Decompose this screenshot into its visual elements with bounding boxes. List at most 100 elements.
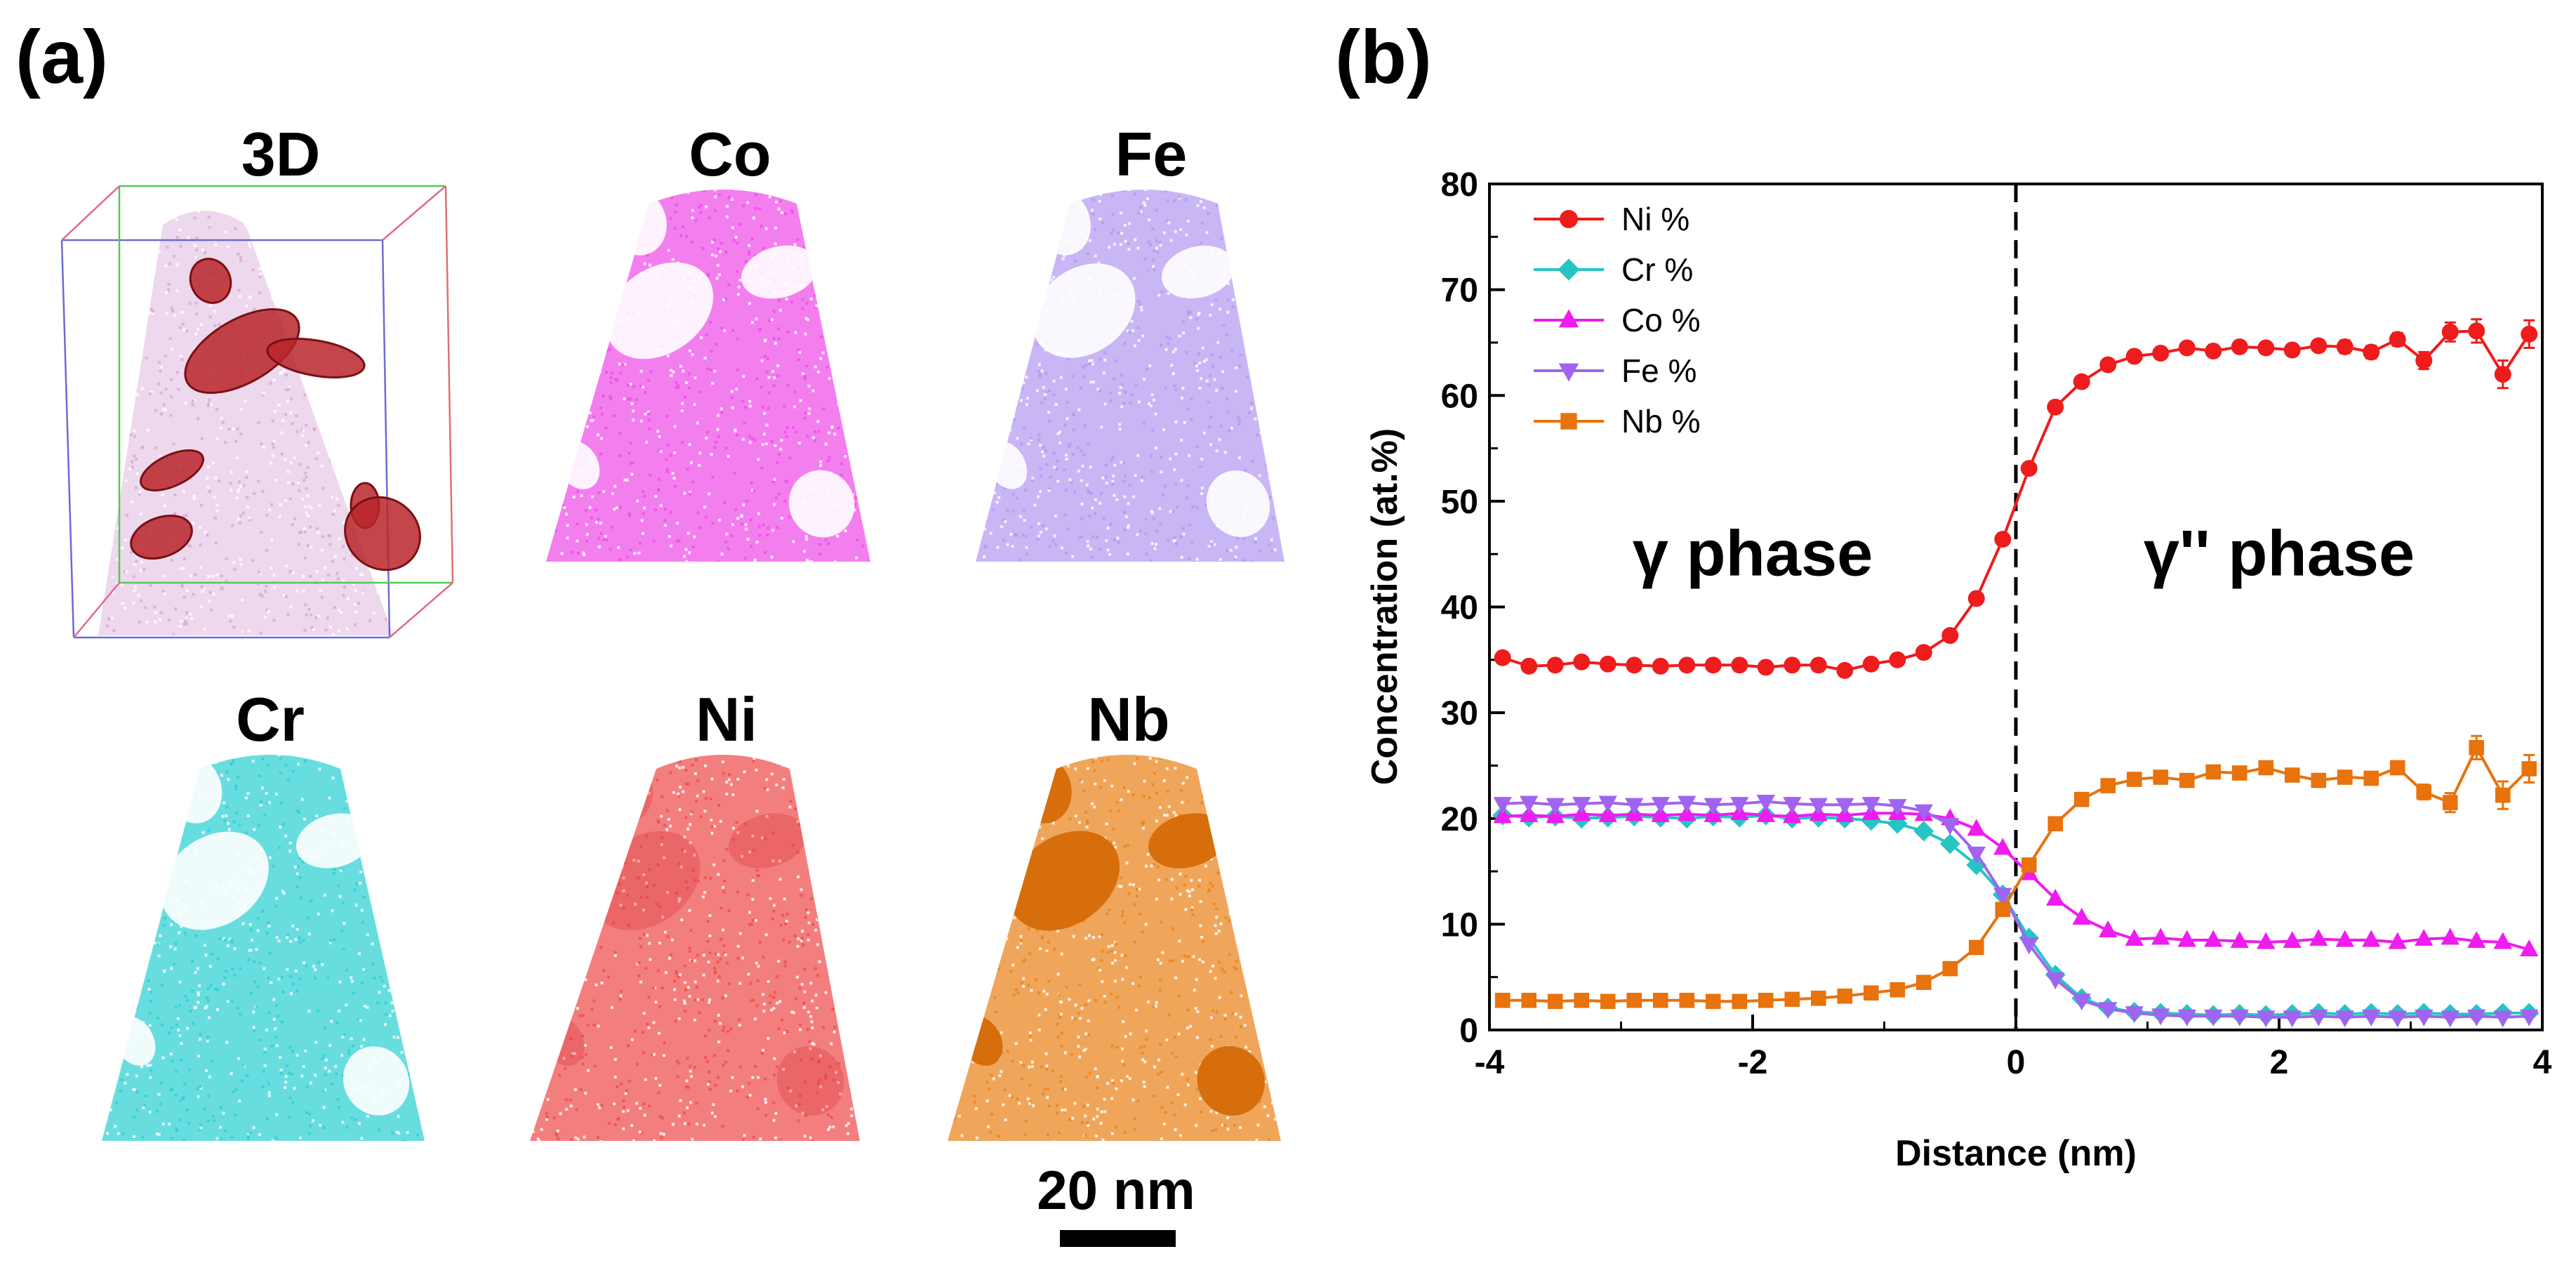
data-point <box>2468 322 2485 340</box>
data-point <box>1572 797 1591 814</box>
data-point <box>2416 784 2432 800</box>
data-point <box>2283 1010 2302 1028</box>
data-point <box>1574 993 1590 1008</box>
legend-marker <box>1558 258 1580 281</box>
element-map-nb <box>948 755 1281 1141</box>
isosurface <box>189 258 232 304</box>
data-point <box>1732 993 1748 1010</box>
data-point <box>2204 930 2223 947</box>
data-point <box>2125 348 2143 365</box>
series-ni <box>1494 318 2538 679</box>
isosurface <box>130 515 193 560</box>
data-point <box>1888 799 1907 817</box>
data-point <box>2072 993 2091 1011</box>
scale-bar-line <box>1060 1230 1176 1247</box>
apt-tip-3d <box>98 211 393 635</box>
data-point <box>1890 982 1906 998</box>
x-tick-label: 4 <box>2533 1044 2552 1081</box>
legend-label: Co % <box>1621 302 1700 338</box>
map-title-cr: Cr <box>236 685 305 754</box>
data-point <box>1598 805 1617 822</box>
map-fill <box>98 211 393 635</box>
y-tick-label: 40 <box>1441 590 1478 627</box>
element-map-ni <box>530 755 860 1141</box>
data-point <box>1862 655 1880 673</box>
data-point <box>2099 920 2118 938</box>
legend-marker <box>1560 210 1578 228</box>
data-point <box>1546 798 1565 815</box>
data-point <box>1547 993 1563 1010</box>
data-point <box>2388 1010 2407 1028</box>
data-point <box>1651 797 1670 814</box>
data-point <box>2179 772 2195 788</box>
data-point <box>2389 331 2406 348</box>
y-tick-label: 10 <box>1441 906 1478 944</box>
data-point <box>2230 931 2249 949</box>
data-point <box>2520 939 2539 957</box>
data-point <box>1966 854 1987 876</box>
annotation-gamma-phase: γ phase <box>1633 517 1873 589</box>
legend-marker <box>1558 363 1579 382</box>
annotation-gamma-double-prime-phase: γ'' phase <box>2144 517 2415 589</box>
data-point <box>1652 993 1668 1008</box>
scale-bar: 20 nm <box>1037 1159 1195 1247</box>
legend-item: Cr % <box>1534 251 1693 288</box>
series-nb <box>1494 734 2537 1010</box>
data-point <box>1836 661 1854 679</box>
series-co <box>1493 802 2539 957</box>
panel-a-label: (a) <box>15 14 108 99</box>
data-point <box>2072 907 2091 925</box>
data-point <box>2469 740 2485 755</box>
data-point <box>2521 761 2537 777</box>
data-point <box>1573 653 1591 670</box>
data-point <box>1494 649 1511 666</box>
series-line <box>1502 744 2530 1003</box>
isosurface <box>266 338 366 378</box>
panel-b-label: (b) <box>1335 14 1432 99</box>
data-point <box>2125 1006 2144 1024</box>
data-point <box>2441 1010 2459 1028</box>
map-fill <box>530 755 860 1141</box>
data-point <box>1493 806 1512 824</box>
data-point <box>1599 655 1616 673</box>
scale-bar-label: 20 nm <box>1037 1159 1195 1221</box>
data-point <box>2415 352 2433 369</box>
data-point <box>1916 975 1932 991</box>
data-point <box>2153 769 2169 785</box>
data-point <box>1598 795 1617 813</box>
legend-marker <box>1558 309 1579 328</box>
data-point <box>2311 772 2327 788</box>
map-title-co: Co <box>689 119 771 189</box>
data-point <box>1967 846 1986 864</box>
data-point <box>2284 767 2300 783</box>
data-point <box>1730 797 1749 814</box>
data-point <box>1994 531 2012 548</box>
data-point <box>1941 818 1960 835</box>
data-point <box>1756 805 1775 822</box>
data-point <box>1494 993 1511 1008</box>
data-point <box>1915 644 1932 661</box>
data-point <box>2493 932 2512 949</box>
data-point <box>2415 929 2434 946</box>
data-point <box>1626 993 1642 1008</box>
data-point <box>2152 345 2170 362</box>
y-tick-label: 70 <box>1441 272 1478 310</box>
isosurface <box>140 449 204 491</box>
data-point <box>2441 323 2459 341</box>
data-point <box>2046 972 2065 990</box>
data-point <box>1705 993 1721 1010</box>
map-cr: Cr <box>102 685 425 1141</box>
data-point <box>2047 816 2064 832</box>
data-point <box>1704 656 1722 674</box>
data-point <box>2415 1009 2434 1026</box>
data-point <box>1784 991 1800 1008</box>
data-point <box>1784 656 1801 674</box>
series-line <box>1502 800 2530 1019</box>
legend-label: Nb % <box>1621 403 1700 440</box>
data-point <box>1704 798 1722 815</box>
reconstruction-box <box>60 185 454 639</box>
legend-item: Co % <box>1534 302 1700 338</box>
data-point <box>1810 656 1827 674</box>
